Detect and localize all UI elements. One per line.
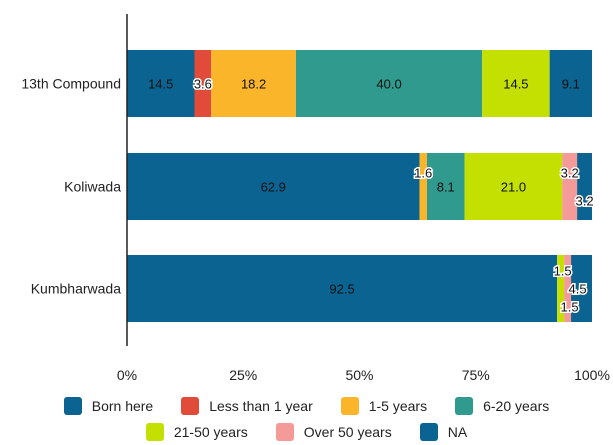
legend-swatch [181,397,200,415]
category-labels: 13th Compound Koliwada Kumbharwada [21,76,121,297]
bar-koliwada-1-5-years [419,153,427,220]
data-label-kumbharwada-na: 4.5 [568,282,586,297]
bar-13th-compound-1-5-years [211,50,296,117]
legend-item-21-50-years: 21-50 years [145,423,248,441]
data-label-koliwada-na: 3.2 [576,194,594,209]
legend-swatch [419,423,438,441]
data-label-13th-compound-less-than-1-year: 3.6 [194,77,212,92]
segment-labels: 14.5 3.6 18.2 40.0 14.5 9.1 62.9 1.6 8.1 21.0 3.2 3… [148,75,595,316]
bar-13th-compound-na [549,50,592,117]
x-tick-labels: 0% 25% 50% 75% 100% [117,367,610,383]
legend-item-6-20-years: 6-20 years [455,397,549,415]
legend-row: 21-50 years Over 50 years NA [0,419,613,445]
bar-13th-compound-6-20-years [295,50,483,117]
category-label-kumbharwada: Kumbharwada [31,281,121,297]
bar-segments [127,50,592,322]
bar-koliwada-6-20-years [426,153,465,220]
legend-swatch [275,423,294,441]
legend-label: Less than 1 year [209,398,313,414]
bar-koliwada-over-50-years [562,153,578,220]
legend-item-over-50-years: Over 50 years [275,423,392,441]
legend-label: 6-20 years [483,398,550,414]
legend-item-na: NA [419,423,468,441]
stacked-bar-chart: 13th Compound Koliwada Kumbharwada 14.5 3.6… [21,14,610,383]
data-label-kumbharwada-21-50-years: 1.5 [554,264,572,279]
category-label-13th-compound: 13th Compound [21,76,121,92]
bar-koliwada-na [577,153,592,220]
legend-label: Born here [91,398,154,414]
x-tick-label: 50% [345,367,373,383]
legend-item-less-than-1-year: Less than 1 year [181,397,313,415]
data-label-kumbharwada-born-here: 92.5 [329,282,354,297]
bar-13th-compound-born-here [127,50,195,117]
bar-koliwada-born-here [127,153,420,220]
data-label-13th-compound-na: 9.1 [562,77,580,92]
bar-13th-compound-21-50-years [482,50,550,117]
legend-item-born-here: Born here [63,397,154,415]
legend-item-1-5-years: 1-5 years [340,397,428,415]
x-tick-label: 100% [574,367,610,383]
legend-label: 21-50 years [173,424,248,440]
data-label-13th-compound-6-20-years: 40.0 [376,77,401,92]
bar-kumbharwada-over-50-years [564,255,572,322]
legend-row: Born here Less than 1 year 1-5 years 6-20 y… [0,393,613,419]
data-label-13th-compound-born-here: 14.5 [148,77,173,92]
legend-swatch [63,397,82,415]
category-label-koliwada: Koliwada [64,179,121,195]
data-label-koliwada-over-50-years: 3.2 [561,166,579,181]
legend-swatch [145,423,164,441]
x-tick-label: 75% [462,367,490,383]
data-label-koliwada-born-here: 62.9 [261,180,286,195]
legend-swatch [340,397,359,415]
legend-label: NA [447,424,468,440]
legend-label: Over 50 years [303,424,392,440]
data-label-13th-compound-1-5-years: 18.2 [241,77,266,92]
bar-kumbharwada-21-50-years [557,255,565,322]
data-label-koliwada-1-5-years: 1.6 [414,166,432,181]
bar-koliwada-21-50-years [464,153,563,220]
data-label-koliwada-21-50-years: 21.0 [501,180,526,195]
x-tick-label: 0% [117,367,137,383]
bar-kumbharwada-born-here [127,255,558,322]
bar-kumbharwada-na [571,255,592,322]
data-label-13th-compound-21-50-years: 14.5 [503,77,528,92]
legend-swatch [455,397,474,415]
data-label-koliwada-6-20-years: 8.1 [437,180,455,195]
bar-13th-compound-less-than-1-year [194,50,212,117]
legend-label: 1-5 years [368,398,428,414]
data-label-kumbharwada-over-50-years: 1.5 [561,300,579,315]
x-tick-label: 25% [229,367,257,383]
legend: Born here Less than 1 year 1-5 years 6-20 y… [0,393,613,445]
